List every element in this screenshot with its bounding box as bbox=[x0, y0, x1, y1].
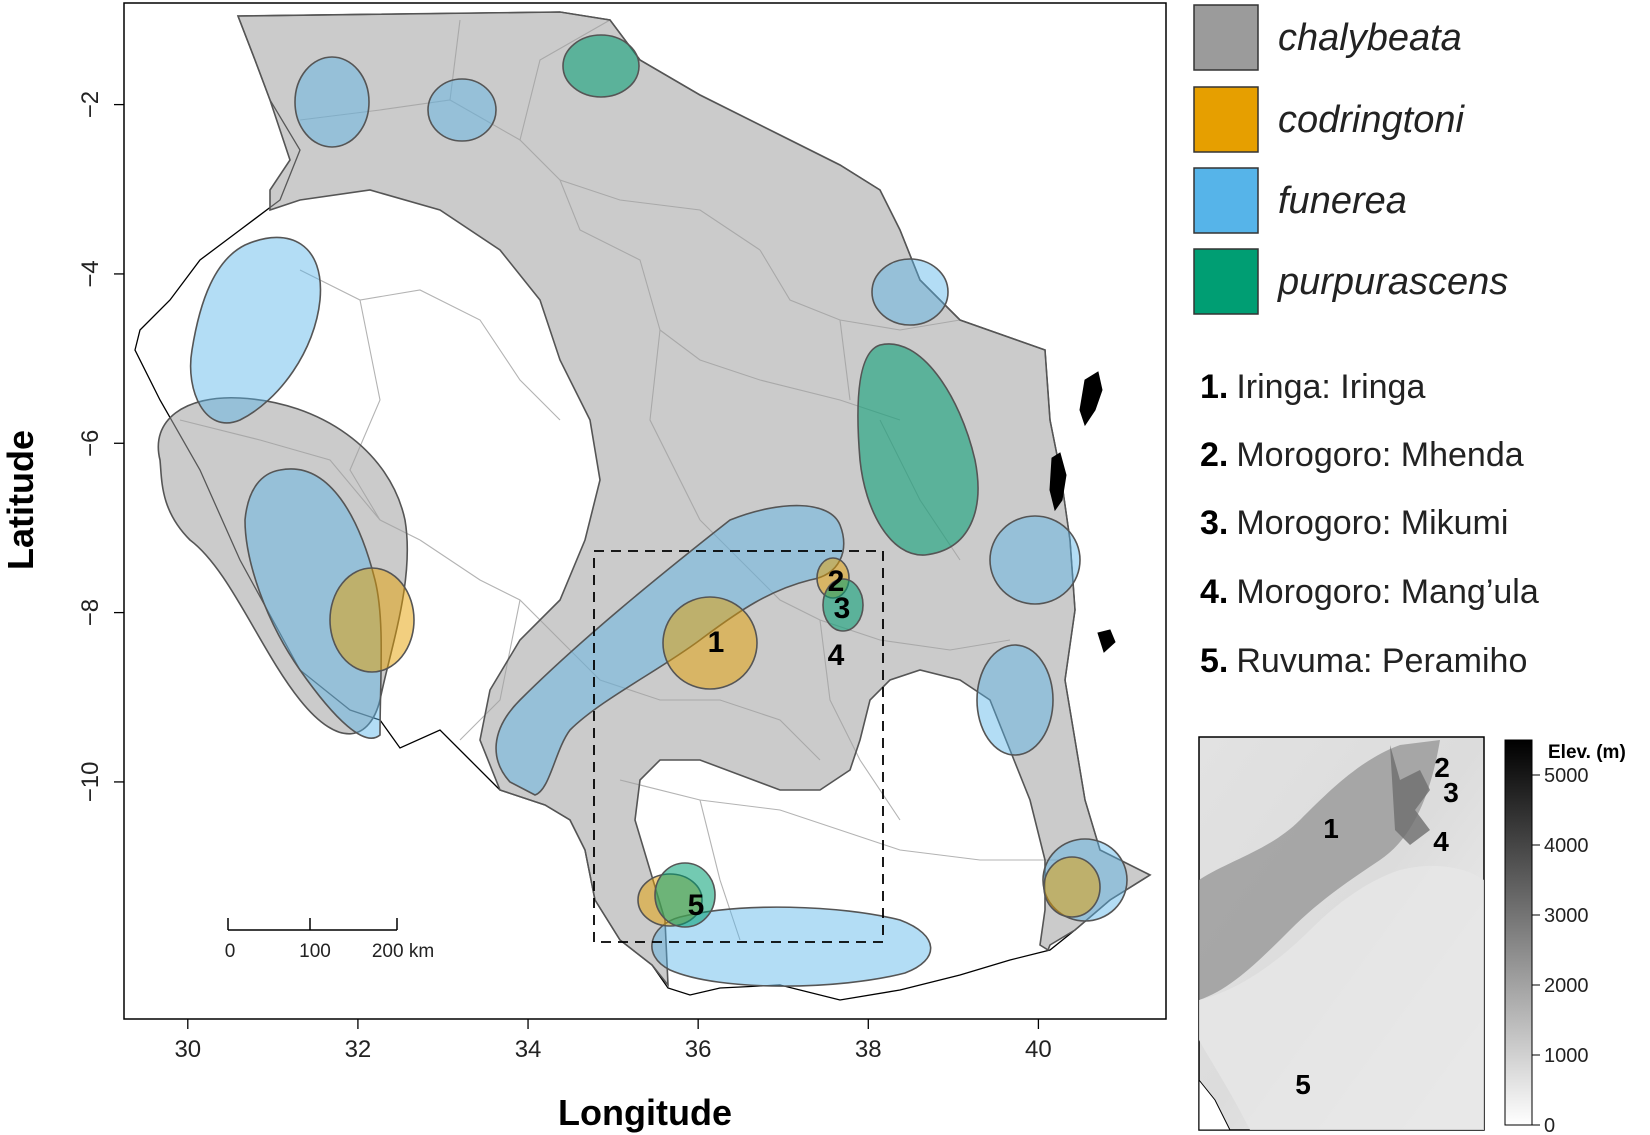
inset-site-1: 1 bbox=[1323, 813, 1339, 844]
locality-1: 1. Iringa: Iringa bbox=[1200, 368, 1425, 406]
range-purpurascens-3 bbox=[822, 578, 864, 632]
legend-label-chalybeata: chalybeata bbox=[1278, 17, 1462, 59]
inset-site-3: 3 bbox=[1443, 777, 1459, 808]
scale-label-200: 200 km bbox=[372, 941, 434, 962]
range-funerea-4 bbox=[244, 468, 383, 739]
map-site-3: 3 bbox=[834, 592, 851, 625]
island-mafia bbox=[1097, 629, 1116, 653]
inset-highlands bbox=[1199, 740, 1440, 1000]
range-funerea-1 bbox=[294, 56, 370, 148]
elevation-tick-label: 0 bbox=[1544, 1115, 1555, 1135]
x-tick-label: 40 bbox=[1025, 1036, 1052, 1063]
x-axis: 30 32 34 36 38 40 bbox=[174, 1019, 1052, 1063]
elevation-ticks: 5000 4000 3000 2000 1000 0 bbox=[1532, 765, 1589, 1135]
range-funerea-5 bbox=[871, 258, 949, 326]
range-funerea-3 bbox=[189, 236, 322, 424]
y-axis: −2 −4 −6 −8 −10 bbox=[77, 91, 124, 802]
locality-5: 5. Ruvuma: Peramiho bbox=[1200, 642, 1527, 680]
y-tick-label: −10 bbox=[77, 762, 104, 803]
elevation-tick-label: 5000 bbox=[1544, 765, 1589, 787]
scale-label-100: 100 bbox=[299, 941, 331, 962]
locality-3-name: Morogoro: Mikumi bbox=[1236, 504, 1508, 542]
scale-label-0: 0 bbox=[225, 941, 236, 962]
locality-3-num: 3. bbox=[1200, 504, 1228, 542]
range-codringtoni-2 bbox=[662, 596, 758, 690]
island-pemba bbox=[1079, 371, 1103, 427]
y-tick-label: −6 bbox=[77, 430, 104, 457]
inset-site-5: 5 bbox=[1295, 1069, 1311, 1100]
x-tick-label: 30 bbox=[174, 1036, 201, 1063]
locality-1-num: 1. bbox=[1200, 368, 1228, 406]
x-tick-label: 38 bbox=[855, 1036, 882, 1063]
range-funerea-2 bbox=[427, 78, 497, 142]
legend-swatch-purpurascens bbox=[1193, 248, 1259, 315]
legend-label-purpurascens: purpurascens bbox=[1277, 261, 1508, 303]
map-site-2: 2 bbox=[828, 565, 845, 598]
inset-ridge bbox=[1390, 745, 1430, 845]
locality-list: 1. Iringa: Iringa 2. Morogoro: Mhenda 3. Mo… bbox=[1200, 368, 1539, 680]
island-zanzibar bbox=[1049, 452, 1067, 512]
range-chalybeata bbox=[236, 11, 1152, 988]
y-tick-label: −4 bbox=[77, 260, 104, 287]
locality-5-name: Ruvuma: Peramiho bbox=[1236, 642, 1527, 680]
locality-4-num: 4. bbox=[1200, 573, 1228, 611]
x-tick-label: 36 bbox=[685, 1036, 712, 1063]
study-area-box bbox=[593, 550, 884, 943]
locality-4: 4. Morogoro: Mang’ula bbox=[1200, 573, 1539, 611]
x-tick-label: 34 bbox=[515, 1036, 542, 1063]
y-axis-title: Latitude bbox=[0, 430, 41, 570]
inset-site-4: 4 bbox=[1433, 826, 1449, 857]
map-site-1: 1 bbox=[708, 626, 725, 659]
legend-label-funerea: funerea bbox=[1278, 180, 1407, 222]
locality-2-num: 2. bbox=[1200, 436, 1228, 474]
elevation-tick-label: 2000 bbox=[1544, 975, 1589, 997]
inset-map: 1 2 3 4 5 Elev. (m) 5000 4000 3000 2000 1000… bbox=[1198, 736, 1626, 1135]
legend-swatch-funerea bbox=[1193, 167, 1259, 234]
scale-bar: 0 100 200 km bbox=[225, 918, 434, 962]
range-codringtoni-4 bbox=[1043, 856, 1101, 918]
legend-label-codringtoni: codringtoni bbox=[1278, 99, 1465, 141]
map-site-labels: 1 2 3 4 5 bbox=[688, 565, 851, 922]
range-purpurascens-2 bbox=[857, 343, 979, 556]
scale-bar-line bbox=[227, 918, 398, 931]
y-tick-label: −2 bbox=[77, 91, 104, 118]
elevation-tick-label: 1000 bbox=[1544, 1045, 1589, 1067]
range-purpurascens-4 bbox=[654, 862, 716, 928]
map-panel: 1 2 3 4 5 0 100 200 km 30 32 34 36 38 40 −2−4… bbox=[0, 2, 1167, 1133]
elevation-colorbar bbox=[1504, 739, 1533, 1126]
range-funerea-6 bbox=[989, 515, 1081, 605]
x-tick-label: 32 bbox=[345, 1036, 372, 1063]
species-legend: chalybeata codringtoni funerea purpurasc… bbox=[1193, 4, 1508, 315]
locality-5-num: 5. bbox=[1200, 642, 1228, 680]
elevation-tick-label: 4000 bbox=[1544, 835, 1589, 857]
x-axis-title: Longitude bbox=[558, 1092, 732, 1133]
range-funerea-9 bbox=[651, 906, 932, 987]
locality-3: 3. Morogoro: Mikumi bbox=[1200, 504, 1508, 542]
locality-1-name: Iringa: Iringa bbox=[1236, 368, 1425, 406]
range-codringtoni-1 bbox=[329, 567, 415, 673]
inset-site-2: 2 bbox=[1434, 752, 1450, 783]
ranges-funerea bbox=[189, 56, 1128, 987]
legend-swatch-codringtoni bbox=[1193, 86, 1259, 153]
range-funerea-7 bbox=[976, 644, 1054, 756]
inset-lake bbox=[1198, 1078, 1231, 1131]
range-purpurascens-1 bbox=[562, 34, 640, 98]
elevation-tick-label: 3000 bbox=[1544, 905, 1589, 927]
locality-2: 2. Morogoro: Mhenda bbox=[1200, 436, 1524, 474]
legend-swatch-chalybeata bbox=[1193, 4, 1259, 71]
elevation-title: Elev. (m) bbox=[1548, 742, 1626, 763]
inset-lowlands bbox=[1199, 865, 1484, 1130]
map-site-5: 5 bbox=[688, 889, 705, 922]
islands bbox=[1049, 371, 1116, 653]
ranges-purpurascens bbox=[562, 34, 979, 928]
locality-4-name: Morogoro: Mang’ula bbox=[1236, 573, 1538, 611]
locality-2-name: Morogoro: Mhenda bbox=[1236, 436, 1523, 474]
map-site-4: 4 bbox=[828, 639, 845, 672]
y-tick-label: −8 bbox=[77, 599, 104, 626]
